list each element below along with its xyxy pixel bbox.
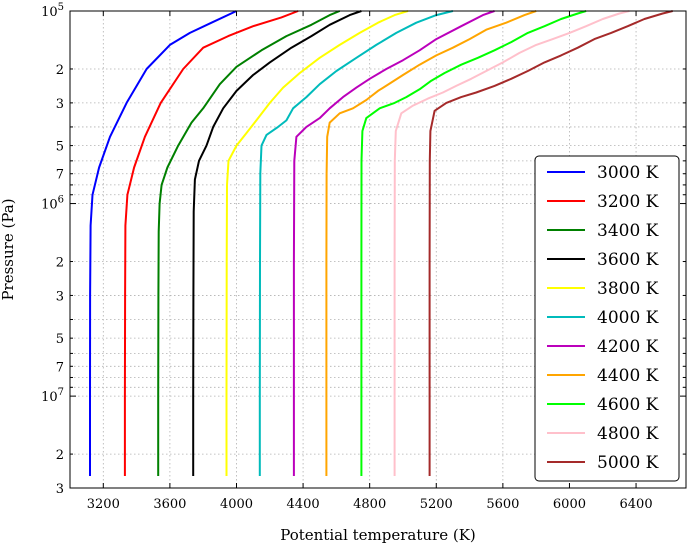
- series-line-3000-k: [89, 10, 237, 476]
- legend-label: 3000 K: [597, 163, 659, 183]
- series-line-3600-k: [192, 10, 362, 476]
- series-line-4800-k: [393, 10, 630, 476]
- x-axis-label: Potential temperature (K): [280, 526, 476, 544]
- y-minor-tick-label: 3: [56, 289, 64, 304]
- x-tick-label: 3600: [153, 497, 186, 512]
- y-tick-base: 10: [41, 5, 58, 20]
- x-tick-label: 4000: [220, 497, 253, 512]
- y-minor-tick-label: 7: [56, 168, 64, 183]
- series-line-4200-k: [292, 10, 495, 476]
- series-line-3200-k: [123, 10, 299, 476]
- x-tick-label: 4800: [353, 497, 386, 512]
- series-line-3800-k: [225, 10, 409, 476]
- y-minor-tick-label: 2: [56, 256, 64, 271]
- x-tick-label: 4400: [287, 497, 320, 512]
- series-layer: [89, 10, 673, 476]
- y-axis-label: Pressure (Pa): [0, 198, 17, 300]
- legend-label: 3200 K: [597, 192, 659, 212]
- x-tick-label: 3200: [87, 497, 120, 512]
- y-minor-tick-label: 2: [56, 448, 64, 463]
- series-line-5000-k: [428, 10, 673, 476]
- legend-label: 4600 K: [597, 395, 659, 415]
- y-tick-exponent: 6: [58, 195, 64, 206]
- y-tick-base: 10: [41, 198, 58, 213]
- x-tick-label: 5600: [486, 497, 519, 512]
- legend-label: 5000 K: [597, 453, 659, 473]
- y-minor-tick-label: 3: [56, 482, 64, 497]
- series-line-4600-k: [360, 10, 587, 476]
- y-major-tick-label: 106: [41, 195, 64, 213]
- legend-label: 3800 K: [597, 279, 659, 299]
- legend: 3000 K 3200 K 3400 K 3600 K 3800 K 4000 K 4200…: [534, 155, 680, 482]
- series-line-4000-k: [258, 10, 454, 476]
- legend-label: 3400 K: [597, 221, 659, 241]
- y-minor-tick-label: 3: [56, 97, 64, 112]
- x-tick-label: 6000: [553, 497, 586, 512]
- legend-label: 4400 K: [597, 366, 659, 386]
- y-major-tick-label: 105: [41, 2, 64, 20]
- x-tick-label: 6400: [620, 497, 653, 512]
- y-minor-tick-label: 7: [56, 360, 64, 375]
- y-tick-exponent: 5: [58, 2, 64, 13]
- legend-label: 4000 K: [597, 308, 659, 328]
- y-tick-exponent: 7: [58, 387, 64, 398]
- y-minor-tick-label: 5: [56, 140, 64, 155]
- x-tick-label: 5200: [420, 497, 453, 512]
- legend-label: 3600 K: [597, 250, 659, 270]
- series-line-4400-k: [325, 10, 537, 476]
- series-line-3400-k: [157, 10, 341, 476]
- y-minor-tick-label: 5: [56, 332, 64, 347]
- y-tick-base: 10: [41, 390, 58, 405]
- legend-label: 4800 K: [597, 424, 659, 444]
- y-minor-tick-label: 2: [56, 63, 64, 78]
- axis-ticks: 3200 3600 4000 4400 4800 5200 5600 6000 64001051…: [41, 2, 686, 512]
- y-major-tick-label: 107: [41, 387, 64, 405]
- legend-label: 4200 K: [597, 337, 659, 357]
- plot-area: [69, 10, 687, 489]
- legend-box: [534, 155, 680, 482]
